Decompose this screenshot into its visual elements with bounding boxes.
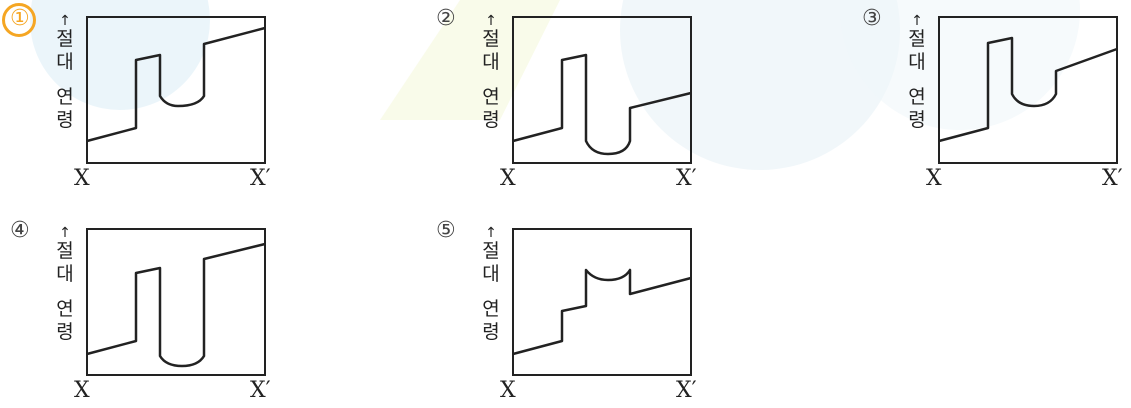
x-axis-start-label: X <box>926 166 942 191</box>
selected-choice-ring <box>2 3 36 37</box>
x-axis-end-label: X′ <box>676 378 697 403</box>
x-axis-end-label: X′ <box>250 166 271 191</box>
y-axis-label: ↑ 절 대 연 령 <box>56 225 74 343</box>
option-1-number: ① <box>10 6 30 31</box>
x-axis-start-label: X <box>74 378 90 403</box>
x-axis-start-label: X <box>500 166 516 191</box>
y-axis-label: ↑ 절 대 연 령 <box>56 13 74 131</box>
option-1-panel[interactable]: ① ↑ 절 대 연 령 X X′ <box>2 3 286 196</box>
y-axis-label: ↑ 절 대 연 령 <box>482 225 500 343</box>
age-graph-5 <box>512 228 692 376</box>
option-4-panel[interactable]: ④ ↑ 절 대 연 령 X X′ <box>6 218 286 408</box>
x-axis-start-label: X <box>74 166 90 191</box>
option-5-panel[interactable]: ⑤ ↑ 절 대 연 령 X X′ <box>432 218 712 408</box>
age-graph-2 <box>512 16 692 164</box>
age-graph-1 <box>86 16 266 164</box>
option-3-panel[interactable]: ③ ↑ 절 대 연 령 X X′ <box>858 6 1131 196</box>
age-graph-4 <box>86 228 266 376</box>
x-axis-end-label: X′ <box>250 378 271 403</box>
option-3-number: ③ <box>862 6 882 31</box>
option-4-number: ④ <box>10 218 30 243</box>
x-axis-end-label: X′ <box>1102 166 1123 191</box>
option-2-panel[interactable]: ② ↑ 절 대 연 령 X X′ <box>432 6 712 196</box>
x-axis-start-label: X <box>500 378 516 403</box>
option-5-number: ⑤ <box>436 218 456 243</box>
x-axis-end-label: X′ <box>676 166 697 191</box>
age-graph-3 <box>938 16 1118 164</box>
y-axis-label: ↑ 절 대 연 령 <box>908 13 926 131</box>
option-2-number: ② <box>436 6 456 31</box>
y-axis-label: ↑ 절 대 연 령 <box>482 13 500 131</box>
